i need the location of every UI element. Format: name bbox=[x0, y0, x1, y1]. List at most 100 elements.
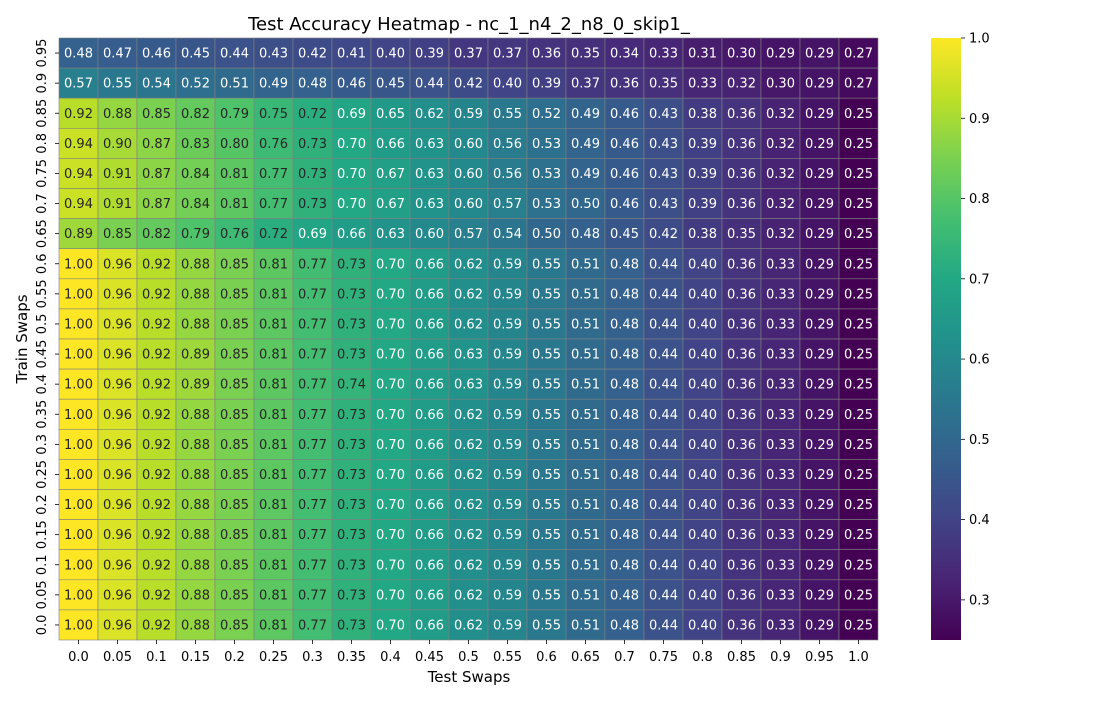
heatmap-cell bbox=[721, 338, 762, 370]
heatmap-cell bbox=[760, 489, 801, 520]
cell-value-label: 0.29 bbox=[805, 197, 834, 212]
cell-value-label: 0.25 bbox=[844, 107, 873, 122]
cell-value-label: 0.32 bbox=[766, 227, 795, 242]
heatmap-cell bbox=[838, 428, 879, 460]
x-tick-label: 0.5 bbox=[458, 650, 479, 665]
cell-value-label: 0.96 bbox=[103, 378, 132, 393]
cell-value-label: 0.36 bbox=[727, 438, 756, 453]
cell-value-label: 0.66 bbox=[415, 408, 444, 423]
cell-value-label: 0.59 bbox=[493, 408, 522, 423]
cell-value-label: 0.36 bbox=[727, 317, 756, 332]
x-tick-label: 0.9 bbox=[770, 650, 791, 665]
cell-value-label: 0.44 bbox=[649, 348, 678, 363]
heatmap-cell bbox=[604, 67, 645, 99]
cell-value-label: 0.73 bbox=[337, 528, 366, 543]
cell-value-label: 0.53 bbox=[532, 197, 561, 212]
cell-value-label: 0.29 bbox=[805, 317, 834, 332]
cell-value-label: 0.46 bbox=[142, 47, 171, 62]
heatmap-cell bbox=[838, 519, 879, 550]
heatmap-cell bbox=[487, 128, 528, 159]
colorbar-tick-label: 0.6 bbox=[969, 353, 990, 368]
cell-value-label: 0.66 bbox=[415, 498, 444, 513]
cell-value-label: 1.00 bbox=[64, 287, 93, 302]
heatmap-cell bbox=[214, 308, 255, 340]
heatmap-cell bbox=[565, 128, 606, 159]
cell-value-label: 0.73 bbox=[337, 558, 366, 573]
cell-value-label: 0.81 bbox=[259, 468, 288, 483]
cell-value-label: 0.77 bbox=[298, 438, 327, 453]
cell-value-label: 0.85 bbox=[220, 287, 249, 302]
chart-title: Test Accuracy Heatmap - nc_1_n4_2_n8_0_s… bbox=[247, 14, 691, 35]
heatmap-cell bbox=[409, 338, 450, 370]
cell-value-label: 0.92 bbox=[142, 558, 171, 573]
cell-value-label: 0.59 bbox=[493, 287, 522, 302]
cell-value-label: 0.43 bbox=[649, 107, 678, 122]
heatmap-cell bbox=[721, 37, 762, 69]
heatmap-cell bbox=[448, 158, 489, 189]
x-tick-label: 0.65 bbox=[571, 650, 600, 665]
cell-value-label: 0.25 bbox=[844, 287, 873, 302]
cell-value-label: 0.44 bbox=[649, 408, 678, 423]
cell-value-label: 0.41 bbox=[337, 47, 366, 62]
cell-value-label: 0.96 bbox=[103, 317, 132, 332]
y-tick-label: 0.5 bbox=[35, 314, 50, 335]
cell-value-label: 0.87 bbox=[142, 197, 171, 212]
cell-value-label: 0.32 bbox=[766, 107, 795, 122]
cell-value-label: 0.70 bbox=[376, 618, 405, 633]
cell-value-label: 0.77 bbox=[259, 167, 288, 182]
cell-value-label: 0.80 bbox=[220, 137, 249, 152]
cell-value-label: 0.40 bbox=[688, 438, 717, 453]
heatmap-cell bbox=[136, 459, 177, 490]
colorbar-tick-label: 0.8 bbox=[969, 192, 990, 207]
y-tick-label: 0.95 bbox=[35, 39, 50, 68]
cell-value-label: 0.72 bbox=[259, 227, 288, 242]
heatmap-cell bbox=[760, 308, 801, 340]
heatmap-cell bbox=[292, 158, 333, 189]
cell-value-label: 0.88 bbox=[181, 408, 210, 423]
heatmap-cell bbox=[682, 37, 723, 69]
heatmap-cell bbox=[526, 248, 567, 280]
cell-value-label: 0.48 bbox=[610, 558, 639, 573]
heatmap-cell bbox=[448, 97, 489, 129]
cell-value-label: 0.59 bbox=[493, 498, 522, 513]
cell-value-label: 0.63 bbox=[376, 227, 405, 242]
cell-value-label: 0.29 bbox=[805, 498, 834, 513]
cell-value-label: 0.62 bbox=[454, 588, 483, 603]
cell-value-label: 0.55 bbox=[532, 618, 561, 633]
heatmap-cell bbox=[760, 128, 801, 159]
cell-value-label: 0.44 bbox=[220, 47, 249, 62]
heatmap-cell bbox=[721, 128, 762, 159]
cell-value-label: 0.49 bbox=[259, 77, 288, 92]
heatmap-cell bbox=[604, 278, 645, 310]
cell-value-label: 0.48 bbox=[610, 528, 639, 543]
cell-value-label: 0.29 bbox=[805, 257, 834, 272]
heatmap-cell bbox=[175, 459, 216, 490]
x-tick-label: 0.45 bbox=[415, 650, 444, 665]
cell-value-label: 0.52 bbox=[181, 77, 210, 92]
cell-value-label: 0.81 bbox=[259, 618, 288, 633]
heatmap-cell bbox=[175, 368, 216, 400]
cell-value-label: 0.52 bbox=[532, 107, 561, 122]
cell-value-label: 0.70 bbox=[376, 287, 405, 302]
cell-value-label: 0.44 bbox=[649, 438, 678, 453]
heatmap-cell bbox=[448, 278, 489, 310]
cell-value-label: 0.56 bbox=[493, 167, 522, 182]
heatmap-cell bbox=[487, 609, 528, 641]
heatmap-cell bbox=[448, 489, 489, 520]
y-tick-label: 0.7 bbox=[35, 193, 50, 214]
heatmap-cell bbox=[97, 489, 138, 520]
cell-value-label: 0.33 bbox=[766, 378, 795, 393]
y-axis: 0.95 0.9 0.85 0.8 0.75 0.7 0.65 0.6 0.55 0.5 0.45 0… bbox=[35, 39, 59, 635]
cell-value-label: 0.25 bbox=[844, 167, 873, 182]
heatmap-cell bbox=[565, 158, 606, 189]
heatmap-cell bbox=[58, 609, 99, 641]
heatmap-cell bbox=[760, 97, 801, 129]
heatmap-cell bbox=[136, 489, 177, 520]
heatmap-cell bbox=[370, 459, 411, 490]
cell-value-label: 0.25 bbox=[844, 197, 873, 212]
cell-value-label: 0.63 bbox=[415, 197, 444, 212]
cell-value-label: 0.96 bbox=[103, 618, 132, 633]
heatmap-cell bbox=[370, 218, 411, 250]
heatmap-cell bbox=[526, 579, 567, 611]
heatmap-cell bbox=[487, 218, 528, 250]
